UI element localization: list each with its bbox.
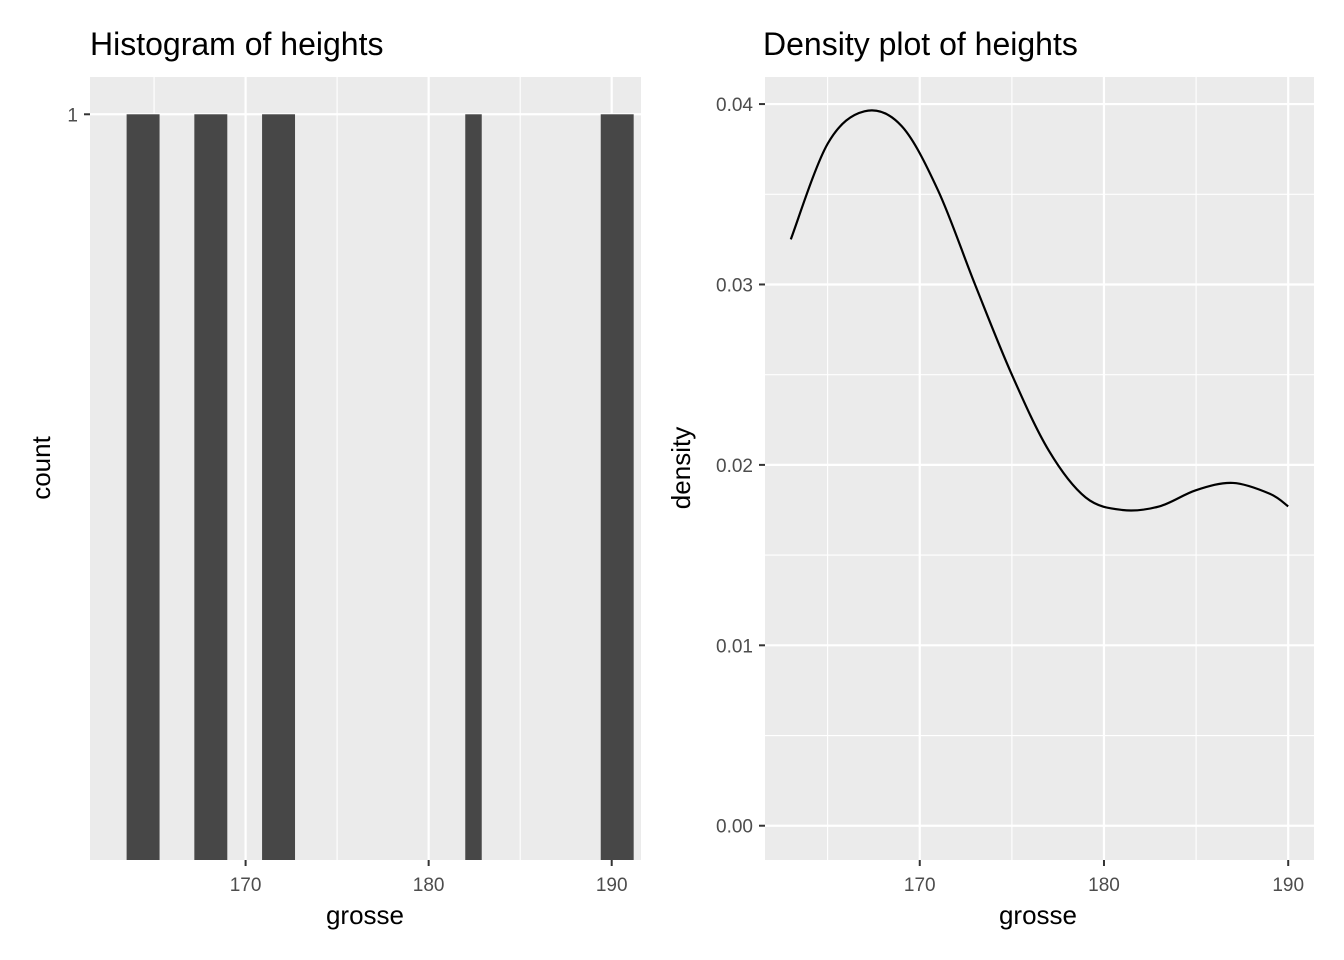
density-x-tick-label: 180 <box>1088 875 1120 896</box>
histogram-y-tick-label: 1 <box>67 105 78 126</box>
histogram-plot-background <box>90 77 641 860</box>
density-x-tick-label: 190 <box>1272 875 1304 896</box>
histogram-bar <box>126 114 160 861</box>
histogram-x-tick-label: 180 <box>413 875 445 896</box>
histogram-bar <box>194 114 228 861</box>
histogram-bar <box>262 114 296 861</box>
histogram-title: Histogram of heights <box>90 26 383 62</box>
density-plot-background <box>765 77 1314 860</box>
histogram-bar <box>600 114 634 861</box>
density-ticks: 170 180 190 0.00 0.01 0.02 0.03 0.04 <box>716 95 1304 896</box>
histogram-x-axis-title: grosse <box>326 900 404 930</box>
density-x-axis-title: grosse <box>999 900 1077 930</box>
histogram-bars <box>126 114 634 861</box>
histogram-bar <box>465 114 482 861</box>
density-y-tick-label: 0.04 <box>716 95 753 116</box>
density-gridlines <box>765 77 1314 860</box>
histogram-panel: Histogram of heights 170 180 190 1 grosse c… <box>26 26 641 930</box>
histogram-y-axis-title: count <box>26 435 56 499</box>
density-y-tick-label: 0.01 <box>716 636 753 657</box>
density-x-tick-label: 170 <box>904 875 936 896</box>
density-panel: Density plot of heights 170 180 190 0.00 0.0… <box>666 26 1314 930</box>
density-y-tick-label: 0.00 <box>716 817 753 838</box>
density-title: Density plot of heights <box>763 26 1078 62</box>
density-y-tick-label: 0.03 <box>716 275 753 296</box>
density-curve <box>789 109 1289 512</box>
density-y-axis-title: density <box>666 427 696 509</box>
histogram-ticks: 170 180 190 1 <box>67 105 627 896</box>
histogram-x-tick-label: 170 <box>230 875 262 896</box>
histogram-x-tick-label: 190 <box>596 875 628 896</box>
density-y-tick-label: 0.02 <box>716 456 753 477</box>
